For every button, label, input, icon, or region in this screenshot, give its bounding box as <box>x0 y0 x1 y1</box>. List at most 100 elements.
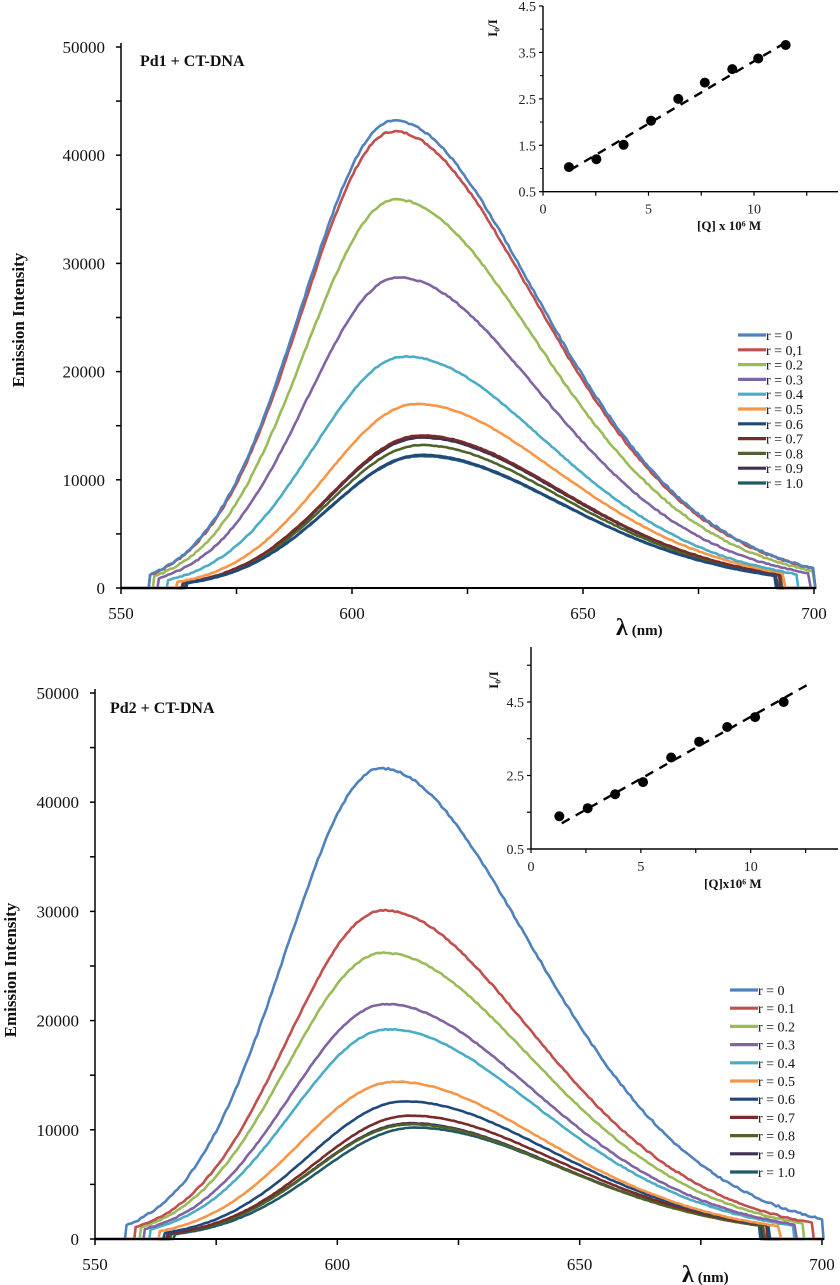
pd2-x-axis-label: λ (nm) <box>682 1262 729 1285</box>
legend-label: r = 0 <box>758 984 785 999</box>
nm-unit: (nm) <box>632 623 663 639</box>
legend-label: r = 0.3 <box>766 373 803 388</box>
inset-data-point <box>646 115 657 126</box>
inset-y-tick-label: 4.5 <box>519 0 537 15</box>
legend-label: r = 0.5 <box>766 403 803 418</box>
spectrum-line-r-0-3 <box>121 276 814 590</box>
x-tick-label: 650 <box>567 1255 593 1274</box>
legend-label: r = 0.6 <box>766 418 803 433</box>
chart-pd2: 0 10000 20000 30000 40000 50000 550 600 650 700 P… <box>1 647 838 1285</box>
legend-label: r = 0.9 <box>758 1148 795 1163</box>
spectrum-line-r-0-8 <box>121 443 814 590</box>
y-tick-label: 20000 <box>63 363 106 382</box>
spectrum-line-r-0-8 <box>95 1122 822 1241</box>
chart-pd1: 0 10000 20000 30000 40000 50000 550 600 650 700 P… <box>9 0 838 641</box>
y-tick-label: 10000 <box>37 1121 80 1140</box>
inset-data-point <box>554 811 565 822</box>
x-tick-label: 600 <box>325 1255 351 1274</box>
inset-x-axis-label: [Q]x10⁶ M <box>704 876 762 891</box>
pd2-axes: 0 10000 20000 30000 40000 50000 550 600 650 700 <box>37 684 835 1274</box>
legend-label: r = 0.2 <box>766 359 803 374</box>
inset-y-tick-label: 0.5 <box>519 186 537 201</box>
spectrum-line-r-0-6 <box>95 1100 822 1241</box>
pd1-inset-stern-volmer: 0 5 10 0.5 1.5 2.5 3.5 4.5 [Q] x 10⁶ M I₀/I <box>485 0 838 233</box>
spectrum-line-r-0 <box>121 119 817 590</box>
inset-x-tick-label: 10 <box>747 203 761 218</box>
spectrum-line-r-0-2 <box>121 197 817 590</box>
x-tick-label: 700 <box>809 1255 835 1274</box>
x-tick-label: 700 <box>801 604 827 623</box>
pd2-y-axis-label: Emission Intensity <box>1 902 20 1037</box>
y-tick-label: 0 <box>71 1230 80 1249</box>
inset-data-point <box>699 77 710 88</box>
inset-data-point <box>780 39 791 50</box>
pd2-inset-stern-volmer: 0 5 10 0.5 2.5 4.5 [Q]x10⁶ M I₀/I <box>486 647 838 891</box>
inset-data-point <box>673 93 684 104</box>
inset-y-axis-label: I₀/I <box>485 19 500 37</box>
inset-x-tick-label: 5 <box>637 860 644 875</box>
legend-label: r = 0.7 <box>758 1111 795 1126</box>
pd2-curves <box>95 766 825 1241</box>
inset-data-point <box>750 712 761 723</box>
lambda-symbol: λ <box>616 615 628 641</box>
y-tick-label: 0 <box>97 579 106 598</box>
inset-data-point <box>582 803 593 814</box>
inset-fit-line <box>561 681 813 825</box>
inset-data-point <box>591 154 602 165</box>
inset-y-tick-label: 2.5 <box>507 770 525 785</box>
spectrum-line-r-0-7 <box>95 1114 822 1241</box>
legend-label: r = 0.3 <box>758 1039 795 1054</box>
legend-label: r = 0.9 <box>766 462 803 477</box>
spectrum-line-r-0 <box>95 766 825 1241</box>
x-tick-label: 550 <box>108 604 134 623</box>
pd1-curves <box>121 119 817 590</box>
pd1-legend: r = 0r = 0,1r = 0.2r = 0.3r = 0.4r = 0.5… <box>738 329 803 492</box>
inset-y-tick-label: 1.5 <box>519 139 537 154</box>
spectrum-line-r-0-5 <box>121 402 814 590</box>
x-tick-label: 600 <box>339 604 365 623</box>
legend-label: r = 0.1 <box>758 1002 795 1017</box>
inset-x-tick-label: 5 <box>645 203 652 218</box>
y-tick-label: 30000 <box>63 254 106 273</box>
spectrum-line-r-0-2 <box>95 951 822 1241</box>
inset-y-tick-label: 2.5 <box>519 93 537 108</box>
y-tick-label: 50000 <box>63 38 106 57</box>
pd1-axes: 0 10000 20000 30000 40000 50000 550 600 650 700 <box>63 38 827 623</box>
inset-data-point <box>722 721 733 732</box>
y-tick-label: 20000 <box>37 1012 80 1031</box>
legend-label: r = 0.7 <box>766 433 803 448</box>
legend-label: r = 0.5 <box>758 1075 795 1090</box>
inset-x-tick-label: 0 <box>528 860 535 875</box>
pd1-x-axis-label: λ (nm) <box>616 615 663 641</box>
spectrum-line-r-0-4 <box>95 1027 822 1241</box>
legend-label: r = 0.4 <box>758 1057 795 1072</box>
legend-label: r = 0,1 <box>766 344 803 359</box>
x-tick-label: 550 <box>82 1255 108 1274</box>
inset-data-point <box>753 53 764 64</box>
inset-y-tick-label: 0.5 <box>507 843 525 858</box>
inset-x-tick-label: 10 <box>744 860 758 875</box>
inset-x-tick-label: 0 <box>540 203 547 218</box>
inset-data-point <box>638 777 649 788</box>
inset-data-point <box>610 789 621 800</box>
y-tick-label: 40000 <box>63 146 106 165</box>
legend-label: r = 0.8 <box>766 447 803 462</box>
legend-label: r = 1.0 <box>758 1166 795 1181</box>
spectrum-line-r-0-6 <box>121 453 814 590</box>
inset-data-point <box>666 752 677 763</box>
nm-unit: (nm) <box>698 1270 729 1285</box>
spectrum-line-r-0-4 <box>121 354 814 590</box>
spectrum-line-r-0-9 <box>121 436 814 590</box>
legend-label: r = 0 <box>766 329 793 344</box>
y-tick-label: 10000 <box>63 471 106 490</box>
inset-x-axis-label: [Q] x 10⁶ M <box>697 218 761 233</box>
legend-label: r = 1.0 <box>766 477 803 492</box>
pd2-legend: r = 0 r = 0.1 r = 0.2 r = 0.3 r = 0.4 r = 0.5… <box>730 984 795 1181</box>
pd1-y-axis-label: Emission Intensity <box>9 252 28 387</box>
pd2-chart-title: Pd2 + CT-DNA <box>110 700 215 717</box>
inset-fit-line <box>569 40 789 171</box>
inset-data-point <box>778 697 789 707</box>
spectrum-line-r-0-1 <box>95 908 822 1241</box>
inset-data-point <box>694 736 705 747</box>
